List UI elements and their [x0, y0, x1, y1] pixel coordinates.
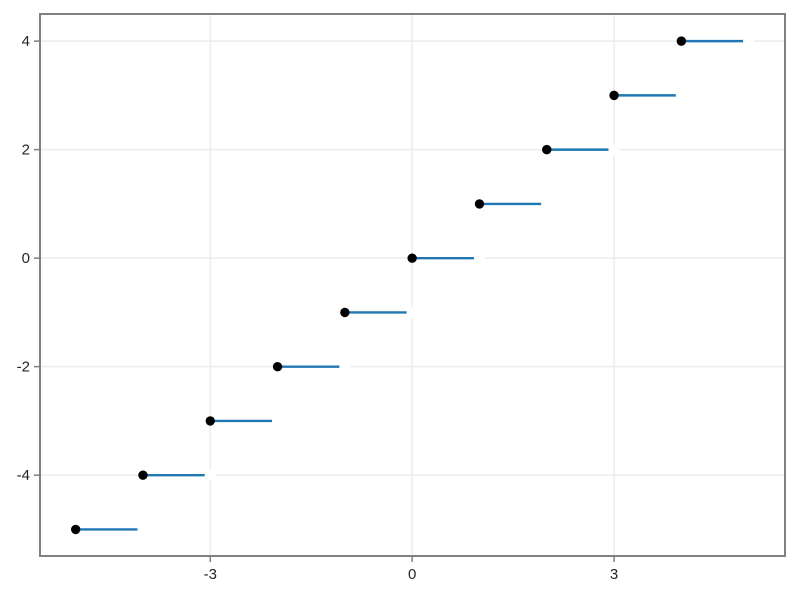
closed-endpoint-marker — [272, 361, 283, 372]
closed-endpoint-marker — [542, 144, 552, 155]
closed-endpoint-marker — [474, 199, 485, 209]
y-tick-label: 2 — [22, 142, 30, 159]
y-tick-label: 0 — [22, 250, 30, 267]
closed-endpoint-marker — [609, 90, 619, 101]
open-endpoint-marker — [608, 144, 620, 156]
closed-endpoint-marker — [676, 36, 687, 46]
open-endpoint-marker — [204, 469, 216, 481]
closed-endpoint-marker — [407, 253, 417, 263]
open-endpoint-marker — [339, 361, 351, 373]
open-endpoint-marker — [473, 252, 486, 264]
x-tick-label: 0 — [408, 566, 416, 583]
closed-endpoint-marker — [340, 307, 350, 318]
y-tick-label: -4 — [17, 467, 30, 484]
closed-endpoint-marker — [70, 524, 81, 535]
y-tick-label: -2 — [17, 359, 30, 376]
y-tick-label: 4 — [22, 33, 30, 50]
open-endpoint-marker — [743, 35, 755, 47]
open-endpoint-marker — [271, 415, 284, 427]
open-endpoint-marker — [541, 198, 553, 210]
x-tick-label: -3 — [204, 566, 217, 583]
open-endpoint-marker — [675, 89, 687, 101]
x-tick-label: 3 — [610, 566, 618, 583]
open-endpoint-marker — [137, 523, 149, 536]
open-endpoint-marker — [406, 306, 418, 318]
closed-endpoint-marker — [205, 416, 215, 426]
closed-endpoint-marker — [138, 470, 148, 480]
